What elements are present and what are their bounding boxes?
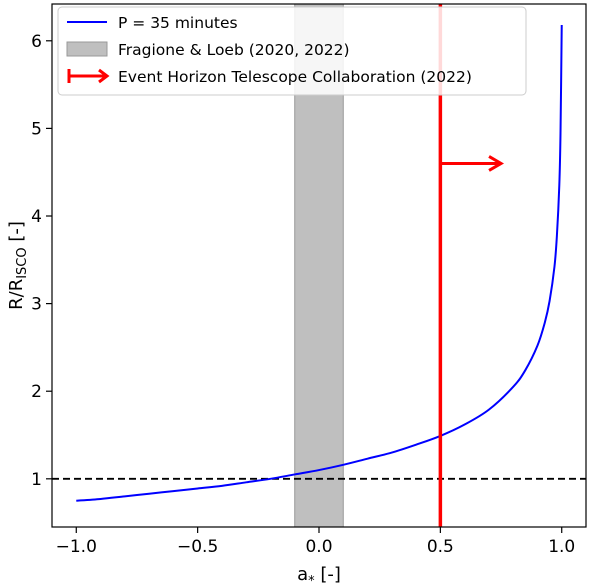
y-axis-label-main: R/R (6, 279, 27, 310)
legend-label-band: Fragione & Loeb (2020, 2022) (118, 41, 350, 59)
eht-arrow-head (488, 155, 505, 172)
x-tick-label: 1.0 (548, 537, 575, 557)
y-axis-ticks: 1 2 3 4 5 6 (31, 32, 52, 490)
x-axis-label: a* [-] (297, 564, 341, 588)
x-axis-ticks: −1.0 −0.5 0.0 0.5 1.0 (56, 527, 575, 557)
legend: P = 35 minutes Fragione & Loeb (2020, 20… (57, 6, 527, 96)
y-axis-label: R/RISCO [-] (6, 221, 30, 310)
y-axis-label-sub: ISCO (15, 247, 30, 278)
y-tick-label: 1 (31, 470, 42, 490)
legend-box (57, 6, 527, 96)
x-axis-label-main: a (297, 564, 308, 585)
legend-swatch-eht-head (98, 68, 110, 84)
y-tick-label: 4 (31, 207, 42, 227)
legend-swatch-band (66, 41, 108, 57)
y-tick-label: 6 (31, 32, 42, 52)
x-tick-label: 0.0 (305, 537, 332, 557)
x-axis-label-unit: [-] (320, 564, 341, 585)
x-tick-label: −1.0 (56, 537, 97, 557)
y-tick-label: 2 (31, 382, 42, 402)
x-tick-label: 0.5 (427, 537, 454, 557)
y-tick-label: 3 (31, 295, 42, 315)
x-tick-label: −0.5 (177, 537, 218, 557)
y-tick-label: 5 (31, 119, 42, 139)
x-axis-label-sub: * (308, 574, 315, 588)
legend-label-series: P = 35 minutes (118, 14, 238, 32)
series-line-p35 (76, 25, 563, 502)
y-axis-label-unit: [-] (6, 221, 27, 242)
legend-label-eht: Event Horizon Telescope Collaboration (2… (118, 68, 472, 86)
